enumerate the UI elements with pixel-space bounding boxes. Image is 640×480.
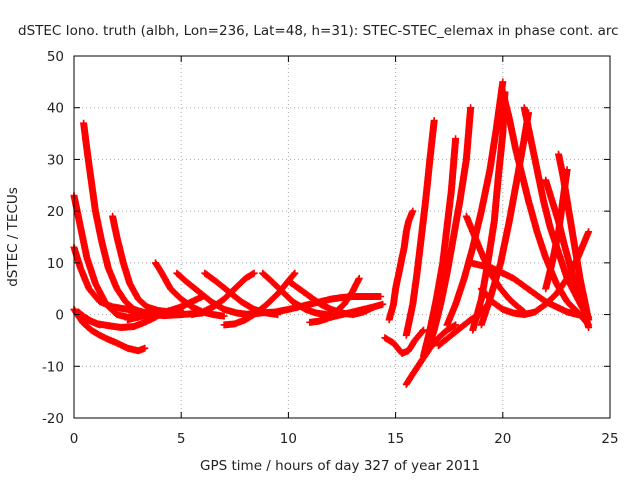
series-17-markers (317, 300, 387, 324)
series-16-markers (242, 293, 385, 319)
series-5-markers (109, 212, 187, 317)
series-21 (402, 117, 438, 339)
series-16 (242, 293, 385, 319)
series-8 (124, 293, 207, 324)
series-18-markers (381, 326, 427, 357)
series-22-markers (420, 135, 460, 360)
series-29-markers (477, 109, 532, 329)
series-32-markers (467, 259, 593, 321)
y-tick-label: 0 (55, 308, 64, 324)
series-17 (317, 300, 387, 324)
series-23 (424, 104, 475, 355)
series-19-markers (385, 207, 417, 324)
y-tick-label: 30 (47, 152, 64, 168)
series-7 (74, 308, 104, 329)
x-axis-label: GPS time / hours of day 327 of year 2011 (200, 458, 480, 474)
y-tick-label: 10 (47, 256, 64, 272)
x-tick-label: 0 (70, 431, 79, 447)
series-28 (499, 88, 593, 329)
series-8-markers (124, 293, 207, 324)
series-5 (109, 212, 187, 317)
series-12-markers (188, 269, 258, 319)
series-23-markers (424, 104, 475, 355)
series-27-markers (469, 88, 509, 334)
series-28-markers (499, 88, 593, 329)
series-22 (420, 135, 460, 360)
x-tick-label: 15 (387, 431, 404, 447)
plot-frame (73, 55, 611, 419)
y-tick-label: 40 (47, 101, 64, 117)
series-12 (188, 269, 258, 319)
grid (74, 56, 610, 418)
series-29 (477, 109, 532, 329)
series-19 (385, 207, 417, 324)
series-7-markers (74, 308, 104, 329)
series-18 (381, 326, 427, 357)
series-32 (467, 259, 593, 321)
chart-title: dSTEC Iono. truth (albh, Lon=236, Lat=48… (18, 23, 619, 39)
series-27 (469, 88, 509, 334)
series-35 (542, 166, 571, 293)
x-tick-label: 25 (601, 431, 618, 447)
series-35-markers (542, 166, 571, 293)
ticks: 0 5 10 15 20 25 -20 -10 0 10 20 30 40 50 (42, 49, 619, 447)
series-21-markers (402, 117, 438, 339)
series-26-markers (443, 78, 507, 329)
x-tick-label: 10 (280, 431, 297, 447)
y-tick-label: -20 (42, 411, 64, 427)
y-tick-label: -10 (42, 359, 64, 375)
y-tick-label: 50 (47, 49, 64, 65)
data-layer (70, 78, 593, 388)
y-tick-label: 20 (47, 204, 64, 220)
y-axis-label: dSTEC / TECUs (5, 187, 21, 287)
x-tick-label: 20 (494, 431, 511, 447)
series-26 (443, 78, 507, 329)
x-tick-label: 5 (177, 431, 186, 447)
